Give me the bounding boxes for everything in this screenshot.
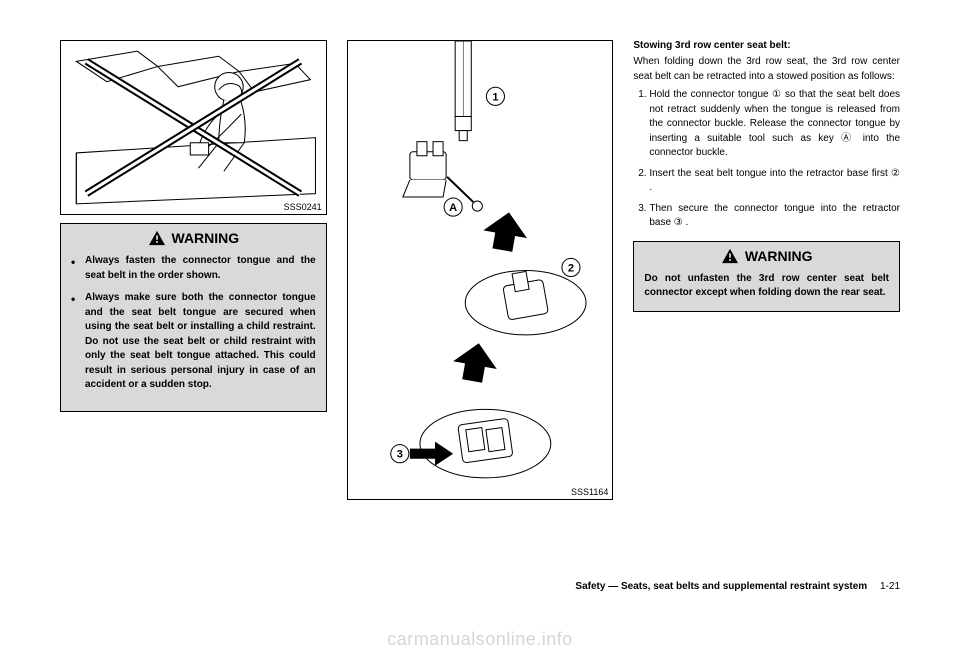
stowing-step-2: Insert the seat belt tongue into the ret…	[649, 167, 900, 196]
stowing-step-1: Hold the connector tongue ① so that the …	[649, 88, 900, 161]
svg-text:1: 1	[492, 91, 498, 103]
page-footer: Safety — Seats, seat belts and supplemen…	[575, 581, 900, 592]
warning-box-2: WARNING Do not unfasten the 3rd row cent…	[633, 241, 900, 312]
warning-triangle-icon	[721, 248, 739, 264]
column-1: SSS0241 WARNING Always fasten the connec…	[60, 40, 327, 508]
warning2-body-wrap: Do not unfasten the 3rd row center seat …	[634, 268, 899, 311]
figure-stowing-belt: 1 A	[347, 40, 614, 500]
stowing-intro: When folding down the 3rd row seat, the …	[633, 55, 900, 84]
warning2-header: WARNING	[634, 242, 899, 268]
stowing-step-3: Then secure the connector tongue into th…	[649, 202, 900, 231]
warning1-bullet-2: Always make sure both the connector tong…	[71, 291, 316, 393]
warning2-body: Do not unfasten the 3rd row center seat …	[644, 272, 889, 301]
seatbelt-illustration	[61, 41, 326, 214]
svg-text:3: 3	[396, 449, 402, 461]
warning1-header: WARNING	[61, 224, 326, 250]
stowing-steps: Hold the connector tongue ① so that the …	[633, 88, 900, 231]
svg-text:A: A	[449, 202, 457, 214]
manual-page: SSS0241 WARNING Always fasten the connec…	[0, 0, 960, 664]
svg-text:2: 2	[568, 263, 574, 275]
warning1-title: WARNING	[172, 230, 240, 246]
warning2-title: WARNING	[745, 248, 813, 264]
stowing-heading: Stowing 3rd row center seat belt:	[633, 40, 900, 51]
warning1-bullet-1: Always fasten the connector tongue and t…	[71, 254, 316, 283]
watermark: carmanualsonline.info	[0, 629, 960, 650]
figure1-label: SSS0241	[284, 202, 322, 212]
stowing-illustration: 1 A	[348, 41, 613, 499]
column-2: 1 A	[347, 40, 614, 508]
footer-chapter: Safety — Seats, seat belts and supplemen…	[575, 581, 867, 592]
warning-triangle-icon	[148, 230, 166, 246]
column-3: Stowing 3rd row center seat belt: When f…	[633, 40, 900, 508]
warning1-body: Always fasten the connector tongue and t…	[61, 250, 326, 411]
footer-page-number: 1-21	[880, 581, 900, 592]
column-layout: SSS0241 WARNING Always fasten the connec…	[60, 40, 900, 508]
figure-seatbelt-usage: SSS0241	[60, 40, 327, 215]
warning-box-1: WARNING Always fasten the connector tong…	[60, 223, 327, 412]
figure2-label: SSS1164	[571, 487, 608, 497]
warning1-bullet-list: Always fasten the connector tongue and t…	[71, 254, 316, 393]
